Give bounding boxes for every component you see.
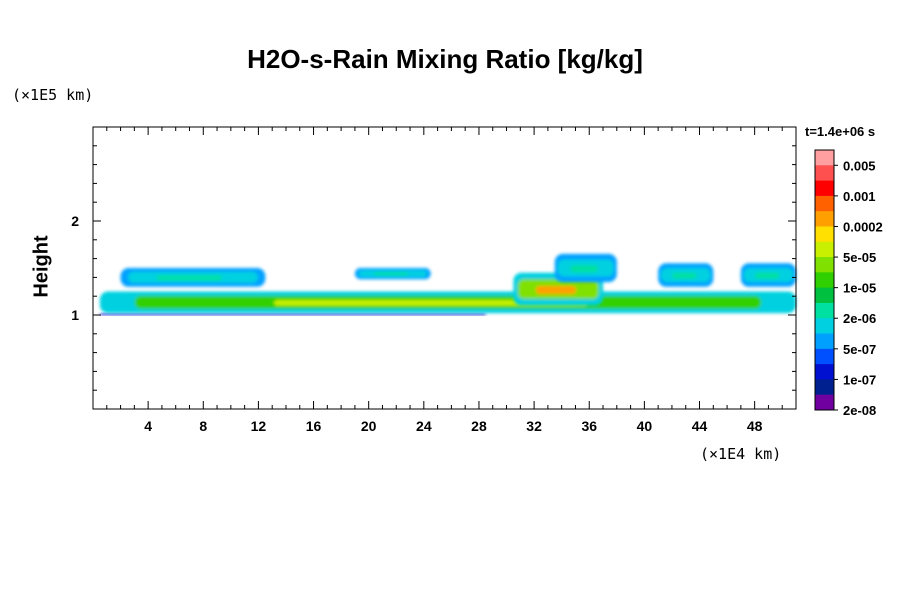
time-label: t=1.4e+06 s bbox=[805, 124, 876, 139]
chart-title: H2O-s-Rain Mixing Ratio [kg/kg] bbox=[247, 44, 643, 74]
colorbar-frame bbox=[814, 149, 835, 411]
colorbar-swatch bbox=[815, 318, 834, 335]
colorbar-swatch bbox=[815, 302, 834, 319]
x-tick-label: 20 bbox=[361, 418, 377, 434]
colorbar-swatch bbox=[815, 272, 834, 289]
colorbar-swatch bbox=[815, 211, 834, 227]
colorbar-swatch bbox=[815, 379, 834, 396]
colorbar-label: 5e-05 bbox=[843, 250, 876, 265]
contour-region bbox=[99, 313, 486, 315]
contour-region bbox=[354, 268, 431, 280]
colorbar-label: 0.0002 bbox=[843, 219, 883, 234]
plot-frame bbox=[92, 126, 797, 410]
colorbar-swatch bbox=[815, 257, 834, 273]
x-tick-label: 8 bbox=[199, 418, 207, 434]
contour-region bbox=[554, 253, 617, 283]
y-tick-label: 1 bbox=[71, 307, 79, 323]
y-axis-unit: (×1E5 km) bbox=[12, 86, 94, 104]
x-tick-label: 40 bbox=[637, 418, 653, 434]
colorbar-swatch bbox=[815, 226, 834, 243]
colorbar-label: 0.001 bbox=[843, 189, 876, 204]
contour-region-core bbox=[754, 272, 780, 279]
x-tick-label: 24 bbox=[416, 418, 432, 434]
colorbar-label: 0.005 bbox=[843, 158, 876, 173]
contour-region bbox=[740, 263, 796, 287]
y-tick-label: 2 bbox=[71, 213, 79, 229]
x-tick-label: 4 bbox=[144, 418, 152, 434]
contour-field bbox=[99, 253, 797, 315]
x-tick-label: 16 bbox=[306, 418, 322, 434]
x-tick-label: 28 bbox=[471, 418, 487, 434]
colorbar-swatch bbox=[815, 364, 834, 380]
contour-region-core bbox=[570, 265, 599, 273]
colorbar-swatch bbox=[815, 333, 834, 350]
x-tick-label: 44 bbox=[692, 418, 708, 434]
colorbar-label: 2e-08 bbox=[843, 403, 876, 418]
contour-region-core bbox=[373, 272, 408, 276]
contour-region bbox=[658, 263, 714, 287]
contour-region bbox=[99, 291, 797, 314]
colorbar-swatch bbox=[815, 195, 834, 212]
contour-region-core bbox=[273, 300, 588, 306]
colorbar-swatch bbox=[815, 150, 834, 166]
colorbar: 0.005 0.001 0.0002 5e-05 1e-05 2e-06 5e-07 1e-0… bbox=[814, 149, 883, 418]
colorbar-swatch bbox=[815, 394, 834, 411]
contour-region-core bbox=[156, 275, 222, 281]
x-axis-unit: (×1E4 km) bbox=[700, 445, 782, 463]
colorbar-swatch bbox=[815, 180, 834, 197]
colorbar-label: 1e-05 bbox=[843, 281, 876, 296]
x-tick-label: 32 bbox=[526, 418, 542, 434]
colorbar-swatch bbox=[815, 241, 834, 258]
colorbar-label: 1e-07 bbox=[843, 372, 876, 387]
colorbar-swatch bbox=[815, 165, 834, 182]
x-tick-label: 12 bbox=[251, 418, 267, 434]
colorbar-swatch bbox=[815, 287, 834, 304]
contour-region-core bbox=[671, 272, 697, 279]
x-tick-label: 36 bbox=[581, 418, 597, 434]
contour-region bbox=[120, 268, 266, 287]
colorbar-label: 5e-07 bbox=[843, 342, 876, 357]
contour-region-core bbox=[535, 285, 577, 295]
colorbar-swatch bbox=[815, 348, 834, 365]
colorbar-label: 2e-06 bbox=[843, 311, 876, 326]
x-tick-label: 48 bbox=[747, 418, 763, 434]
